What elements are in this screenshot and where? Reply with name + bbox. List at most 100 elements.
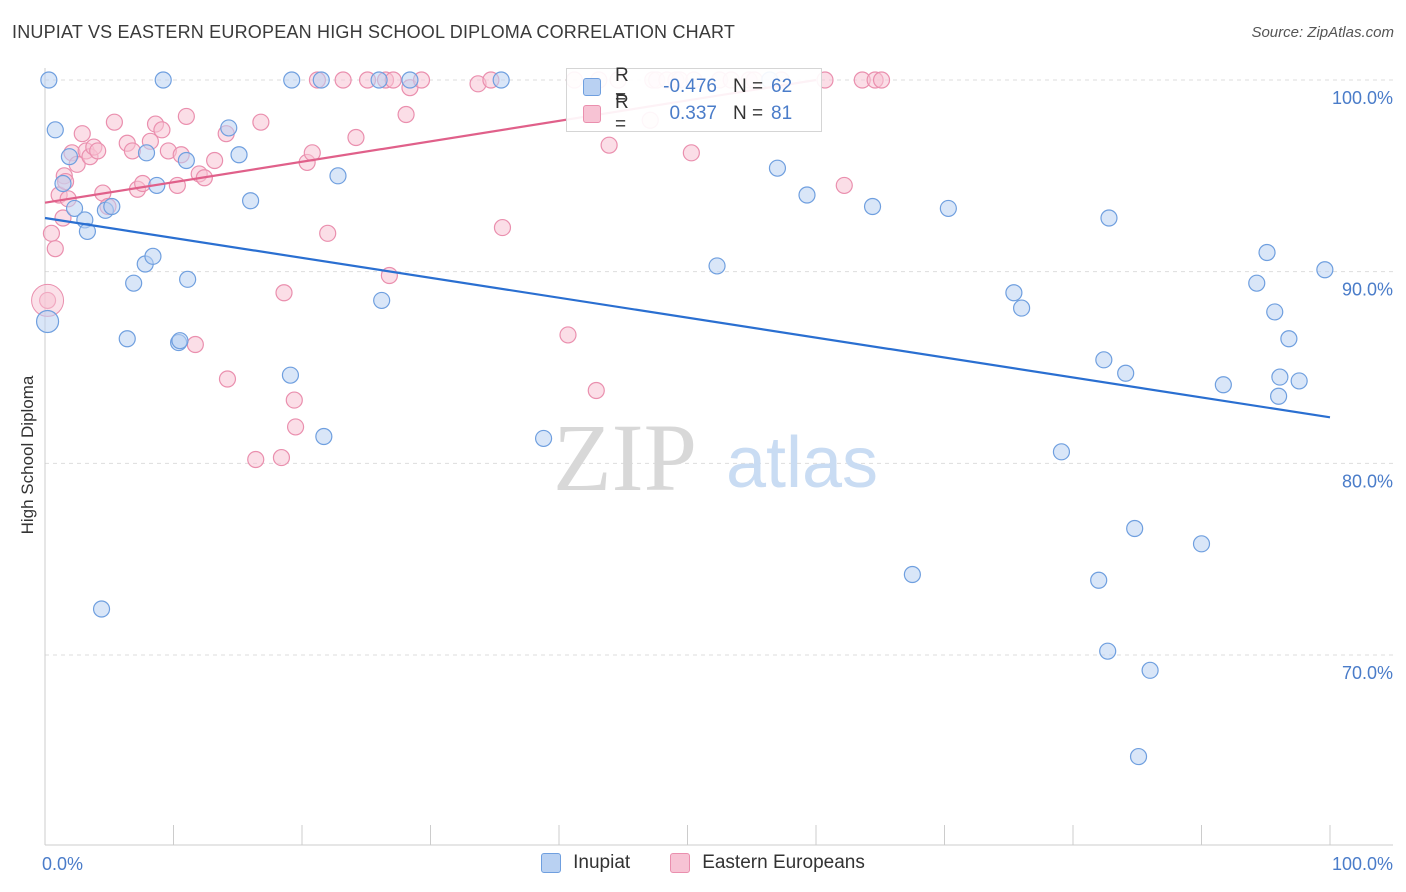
inupiat-point xyxy=(144,247,162,265)
eastern-europeans-point xyxy=(397,105,415,124)
inupiat-point xyxy=(103,197,121,216)
inupiat-point xyxy=(1095,351,1113,369)
chart-title: INUPIAT VS EASTERN EUROPEAN HIGH SCHOOL … xyxy=(12,22,736,42)
inupiat-point xyxy=(35,309,60,334)
eastern-europeans-point xyxy=(493,218,512,237)
inupiat-point xyxy=(370,71,388,89)
inupiat-point xyxy=(1248,274,1266,292)
inupiat-point xyxy=(1269,387,1288,405)
inupiat-point xyxy=(863,197,882,216)
legend-n-value: 62 xyxy=(771,76,793,97)
inupiat-point xyxy=(65,199,84,218)
eastern-europeans-point xyxy=(153,121,171,139)
inupiat-point xyxy=(1290,372,1308,390)
legend-label-inupiat: Inupiat xyxy=(573,852,631,873)
eastern-europeans-point xyxy=(177,107,195,126)
eastern-europeans-point xyxy=(559,326,577,344)
eastern-europeans-point xyxy=(587,381,605,400)
inupiat-point xyxy=(242,192,260,210)
inupiat-point xyxy=(373,291,391,310)
legend-swatch-eastern-europeans xyxy=(670,853,691,873)
legend-item-eastern-europeans: Eastern Europeans xyxy=(670,852,865,874)
inupiat-point xyxy=(220,119,238,137)
inupiat-point xyxy=(534,429,553,448)
inupiat-point xyxy=(1271,368,1289,386)
inupiat-point xyxy=(179,270,197,288)
legend-r-value: -0.476 xyxy=(663,76,717,97)
inupiat-point xyxy=(1090,571,1108,589)
inupiat-point xyxy=(939,199,957,218)
legend-r-label: R = xyxy=(615,92,629,135)
y-tick-label: 90.0% xyxy=(1342,280,1393,300)
eastern-europeans-point xyxy=(600,136,618,154)
y-tick-label: 70.0% xyxy=(1342,663,1393,683)
inupiat-point xyxy=(903,565,921,584)
eastern-europeans-point xyxy=(835,176,853,195)
eastern-europeans-point xyxy=(186,335,204,354)
eastern-europeans-point xyxy=(319,224,337,242)
watermark-atlas: atlas xyxy=(726,423,878,503)
inupiat-point xyxy=(154,71,172,89)
inupiat-point xyxy=(40,71,58,89)
legend-n-label: N = xyxy=(733,76,764,97)
inupiat-point xyxy=(768,159,787,177)
eastern-europeans-point xyxy=(872,71,891,89)
eastern-europeans-point xyxy=(123,142,141,160)
axes xyxy=(44,68,1393,846)
inupiat-point xyxy=(177,151,195,170)
inupiat-point xyxy=(1316,261,1334,279)
inupiat-point xyxy=(1192,535,1211,553)
legend-label-eastern-europeans: Eastern Europeans xyxy=(702,852,865,873)
x-tick-label: 0.0% xyxy=(42,854,83,874)
legend-swatch-inupiat xyxy=(541,853,562,873)
series-legend: Inupiat Eastern Europeans xyxy=(0,852,1406,874)
grid-lines xyxy=(45,79,1393,656)
inupiat-point xyxy=(401,71,419,89)
legend-n-value: 81 xyxy=(771,103,793,124)
inupiat-point xyxy=(230,146,248,164)
eastern-europeans-point xyxy=(46,240,64,258)
inupiat-point xyxy=(1099,642,1117,660)
y-tick-label: 100.0% xyxy=(1332,88,1393,108)
inupiat-point xyxy=(1266,303,1284,321)
inupiat-point xyxy=(118,330,136,348)
legend-r-value: 0.337 xyxy=(669,103,717,124)
eastern-europeans-point xyxy=(247,450,265,469)
tick-labels: 70.0% 80.0% 90.0% 100.0% 0.0% 100.0% xyxy=(42,88,1393,874)
eastern-europeans-point xyxy=(73,125,91,143)
inupiat-point xyxy=(1012,299,1031,317)
inupiat-point xyxy=(1005,284,1023,302)
legend-row-inupiat: R = -0.476 N = 62 xyxy=(583,65,793,108)
eastern-europeans-point xyxy=(334,71,352,89)
legend-item-inupiat: Inupiat xyxy=(541,852,630,874)
stats-legend: R = -0.476 N = 62 R = 0.337 N = 81 xyxy=(566,65,822,135)
inupiat-point xyxy=(92,600,111,618)
inupiat-point xyxy=(1280,330,1298,348)
series-inupiat xyxy=(35,71,1334,766)
legend-r-label: R = xyxy=(615,65,629,108)
inupiat-point xyxy=(312,71,330,89)
eastern-europeans-point xyxy=(218,370,237,388)
legend-swatch-inupiat xyxy=(583,78,601,96)
eastern-europeans-point xyxy=(286,418,305,436)
inupiat-point xyxy=(171,332,189,350)
inupiat-point xyxy=(1141,661,1159,679)
y-tick-label: 80.0% xyxy=(1342,471,1393,491)
eastern-europeans-point xyxy=(252,113,270,131)
inupiat-point xyxy=(1100,209,1118,227)
inupiat-point xyxy=(492,71,510,89)
eastern-europeans-point xyxy=(275,284,293,302)
inupiat-point xyxy=(125,274,143,292)
x-tick-label: 100.0% xyxy=(1332,854,1393,874)
legend-row-eastern-europeans: R = 0.337 N = 81 xyxy=(583,92,793,135)
eastern-europeans-point xyxy=(272,448,291,467)
inupiat-point xyxy=(60,148,79,166)
inupiat-point xyxy=(46,121,64,139)
eastern-europeans-point xyxy=(105,113,123,131)
inupiat-point xyxy=(281,366,300,384)
inupiat-point xyxy=(1129,747,1148,766)
inupiat-point xyxy=(798,186,816,204)
legend-n-label: N = xyxy=(733,103,764,124)
inupiat-point xyxy=(137,144,156,162)
